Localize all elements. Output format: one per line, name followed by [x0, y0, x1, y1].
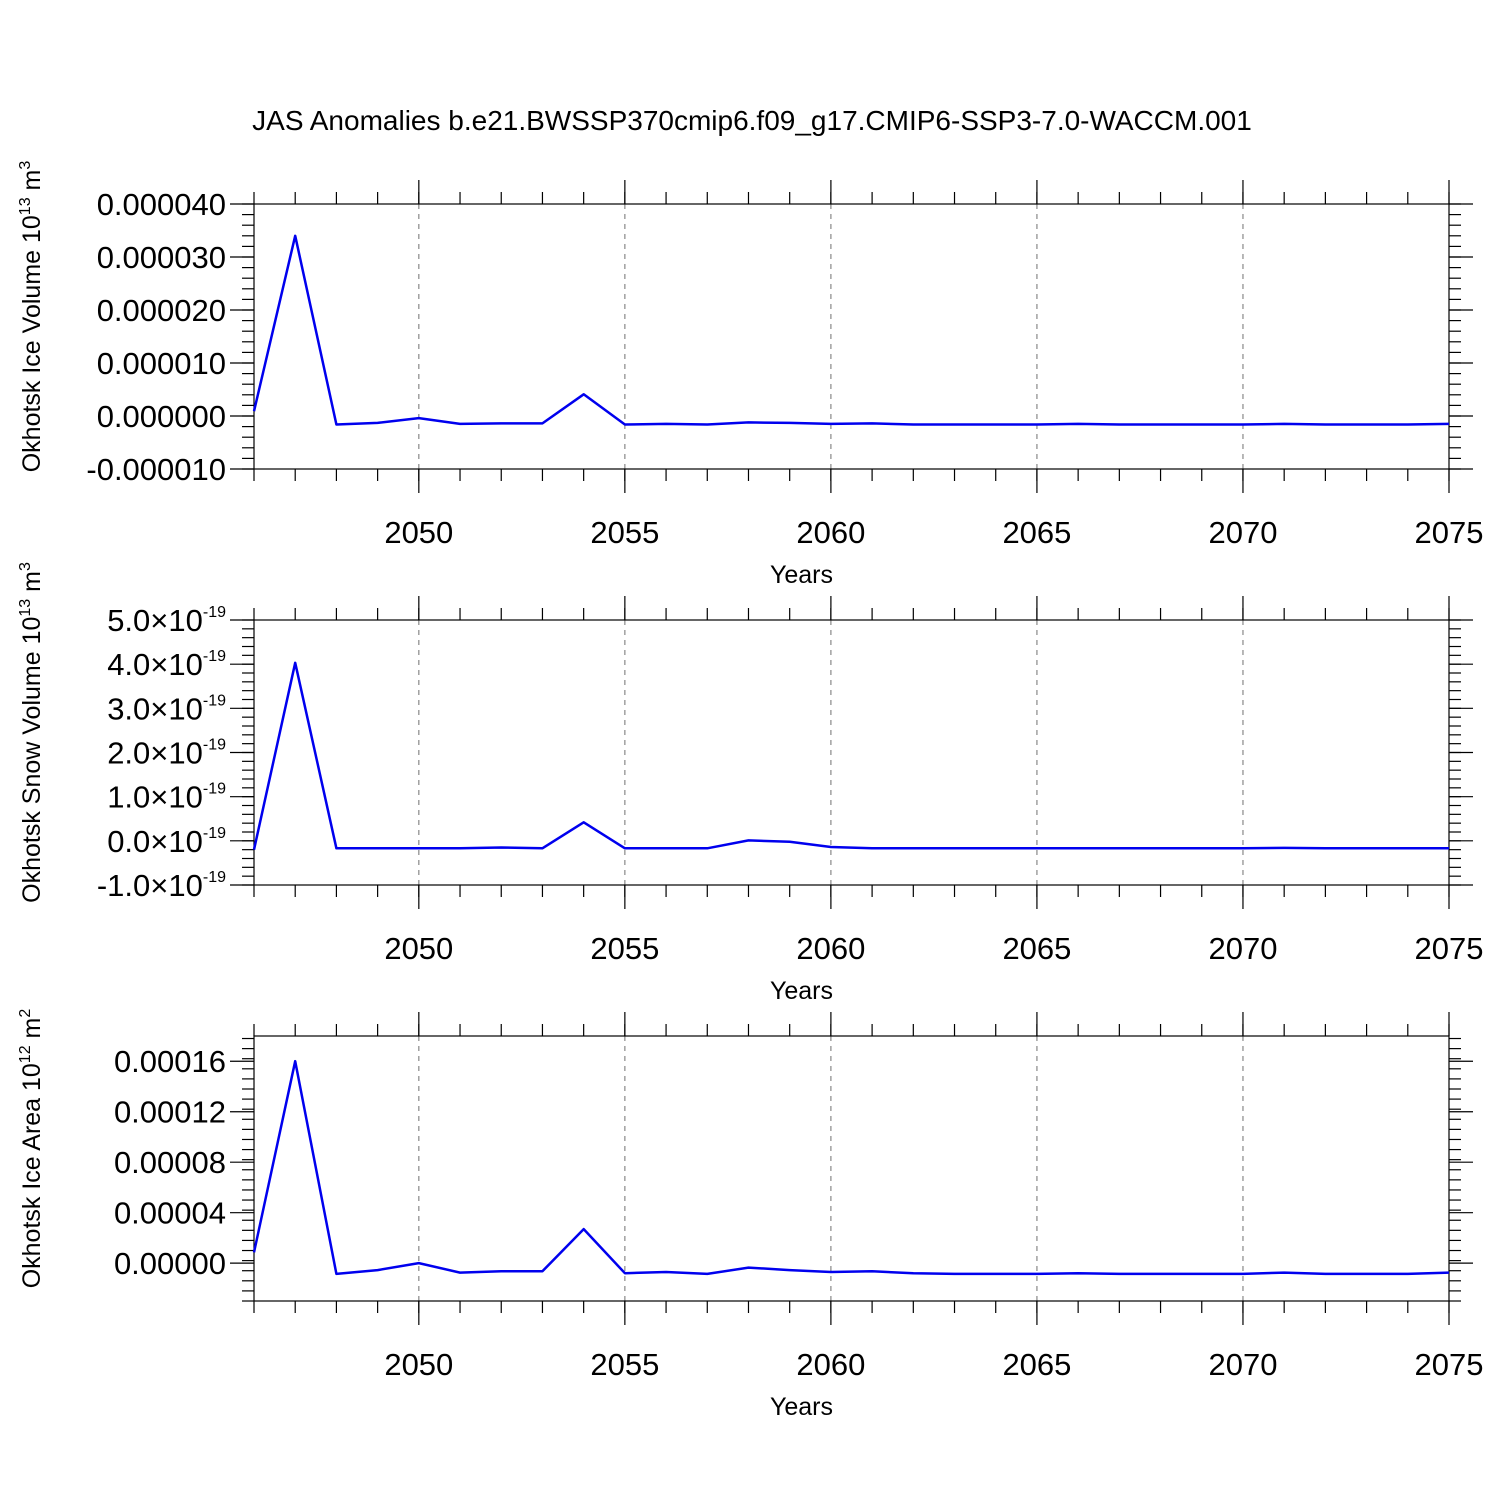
y-tick-label: 0.00012 — [114, 1095, 226, 1130]
panel-1: 2050 2055 2060 2065 2070 2075 -0.000010 0.00000… — [17, 161, 1483, 589]
y-tick-label: 1.0×10-19 — [107, 780, 226, 815]
y-tick-label: 2.0×10-19 — [107, 736, 226, 771]
y-tick-label: 0.000010 — [97, 346, 226, 381]
series-line — [252, 661, 1449, 850]
y-tick-label: -1.0×10-19 — [97, 868, 226, 903]
x-tick-label: 2075 — [1415, 515, 1484, 550]
x-tick-label: 2060 — [796, 931, 865, 966]
series-line — [252, 1059, 1450, 1276]
panel-2: 2050 2055 2060 2065 2070 2075 -1.0×10-19 0.0×10… — [17, 562, 1483, 1005]
x-tick-label: 2065 — [1002, 515, 1071, 550]
x-axis-label: Years — [770, 1393, 833, 1421]
x-axis-label: Years — [770, 561, 833, 589]
x-tick-label: 2070 — [1208, 515, 1277, 550]
y-tick-label: 0.00008 — [114, 1145, 226, 1180]
y-axis-label: Okhotsk Snow Volume 1013 m3 — [17, 562, 46, 903]
x-tick-label: 2055 — [590, 931, 659, 966]
x-tick-label: 2060 — [796, 515, 865, 550]
x-tick-label: 2060 — [796, 1347, 865, 1382]
x-tick-label: 2055 — [590, 1347, 659, 1382]
y-tick-label: 4.0×10-19 — [107, 647, 226, 682]
plot-frame — [253, 619, 1450, 886]
y-axis-label: Okhotsk Ice Volume 1013 m3 — [17, 161, 46, 473]
y-tick-label: 0.0×10-19 — [107, 824, 226, 859]
y-tick-label: 0.00000 — [114, 1246, 226, 1281]
x-tick-label: 2075 — [1415, 1347, 1484, 1382]
x-tick-label: 2070 — [1208, 931, 1277, 966]
y-tick-label: 0.000040 — [97, 187, 226, 222]
x-tick-label: 2050 — [384, 1347, 453, 1382]
y-tick-label: 0.000020 — [97, 293, 226, 328]
y-tick-label: -0.000010 — [86, 452, 226, 487]
plot-frame — [253, 203, 1450, 470]
y-tick-label: 3.0×10-19 — [107, 691, 226, 726]
x-axis-label: Years — [770, 977, 833, 1005]
y-axis-label: Okhotsk Ice Area 1012 m2 — [17, 1009, 46, 1289]
y-tick-label: 0.00004 — [114, 1196, 226, 1231]
x-tick-label: 2050 — [384, 515, 453, 550]
x-tick-label: 2070 — [1208, 1347, 1277, 1382]
y-tick-label: 0.00016 — [114, 1044, 226, 1079]
series-line — [252, 234, 1450, 426]
x-tick-label: 2065 — [1002, 931, 1071, 966]
x-tick-label: 2065 — [1002, 1347, 1071, 1382]
y-tick-label: 5.0×10-19 — [107, 603, 226, 638]
y-tick-label: 0.000030 — [97, 240, 226, 275]
x-tick-label: 2050 — [384, 931, 453, 966]
x-tick-label: 2075 — [1415, 931, 1484, 966]
plot-frame — [253, 1035, 1450, 1302]
chart-title: JAS Anomalies b.e21.BWSSP370cmip6.f09_g1… — [252, 105, 1252, 136]
panel-3: 2050 2055 2060 2065 2070 2075 0.00000 0.00004 0.… — [17, 1009, 1483, 1421]
x-tick-label: 2055 — [590, 515, 659, 550]
y-tick-label: 0.000000 — [97, 399, 226, 434]
panels: 2050 2055 2060 2065 2070 2075 -0.000010 0.00000… — [17, 161, 1483, 1421]
